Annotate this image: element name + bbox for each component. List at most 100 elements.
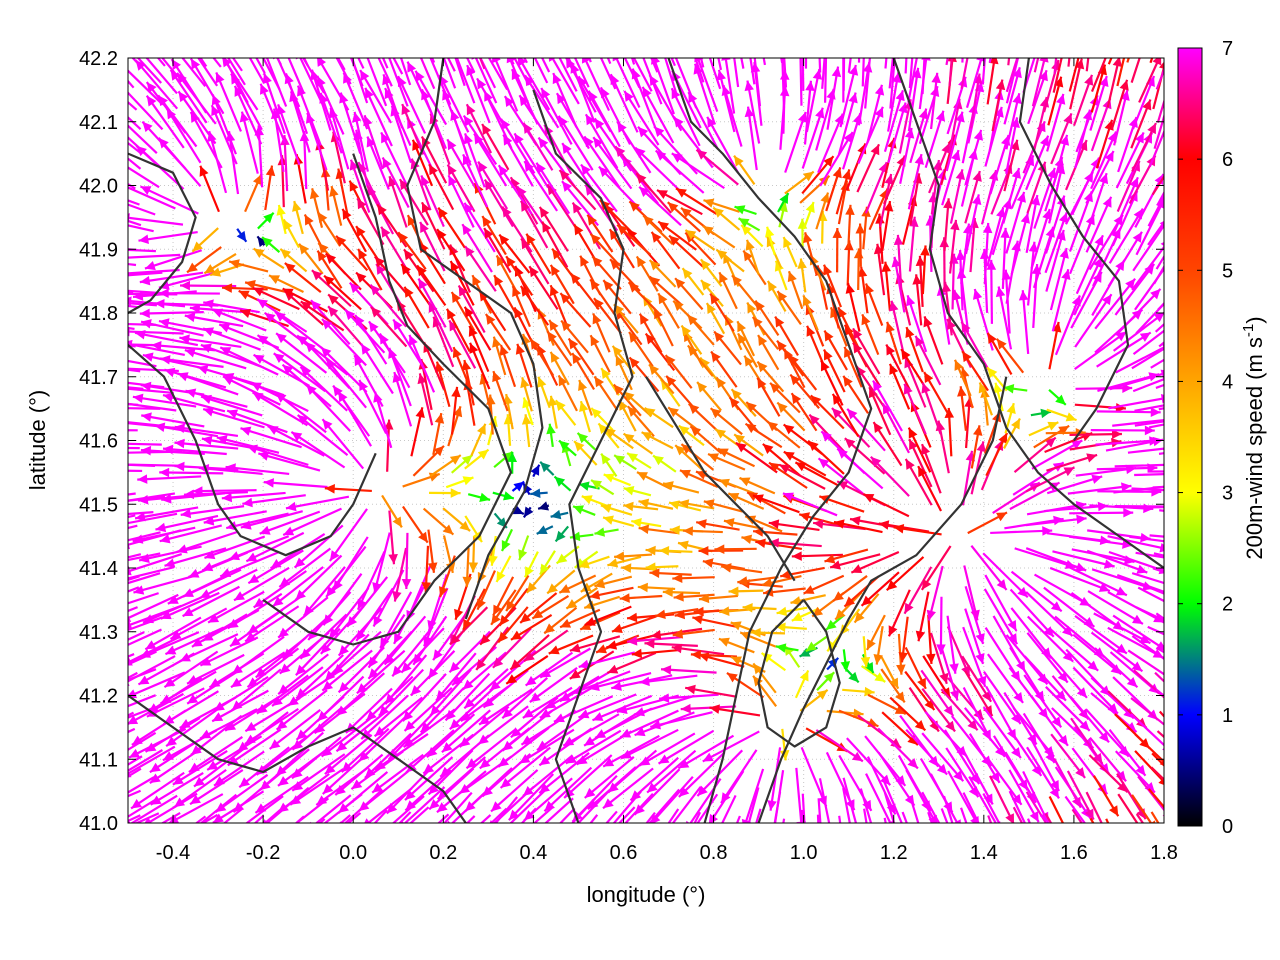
wind-vector-shaft xyxy=(634,146,682,193)
wind-vector-shaft xyxy=(200,395,263,417)
wind-vector-head xyxy=(171,59,181,70)
wind-vector xyxy=(264,165,276,211)
wind-vector-shaft xyxy=(128,442,162,446)
wind-vector xyxy=(128,767,142,778)
wind-vector xyxy=(207,590,265,624)
wind-vector-shaft xyxy=(648,788,680,823)
wind-vector-head xyxy=(637,827,647,838)
wind-vector-head xyxy=(292,739,304,750)
wind-vector xyxy=(335,710,388,753)
wind-vector-head xyxy=(461,842,471,852)
wind-vector-shaft xyxy=(399,58,412,86)
wind-vector-shaft xyxy=(426,713,476,758)
wind-vector-head xyxy=(649,7,658,18)
wind-vector xyxy=(606,58,612,65)
wind-vector xyxy=(473,133,508,187)
wind-vector-head xyxy=(594,527,606,537)
wind-vector xyxy=(553,475,572,492)
wind-vector xyxy=(602,734,660,768)
wind-vector-head xyxy=(666,375,677,387)
wind-vector-head xyxy=(338,645,349,656)
wind-vector-head xyxy=(252,287,264,297)
wind-vector-head xyxy=(631,68,641,80)
wind-vector xyxy=(169,607,228,640)
wind-vector-head xyxy=(726,24,735,34)
wind-vector xyxy=(276,58,282,66)
wind-vector xyxy=(554,525,570,543)
wind-vector-head xyxy=(536,740,548,751)
wind-vector-head xyxy=(649,276,661,287)
wind-vector-head xyxy=(1041,860,1050,871)
wind-vector xyxy=(169,69,208,124)
wind-vector xyxy=(667,808,680,823)
wind-vector-head xyxy=(135,45,145,56)
wind-vector-head xyxy=(200,343,212,353)
wind-vector-shaft xyxy=(140,449,205,455)
wind-vector xyxy=(277,596,329,639)
wind-vector-head xyxy=(197,365,209,375)
wind-vector xyxy=(233,566,290,602)
wind-vector-head xyxy=(585,184,595,196)
wind-vector-head xyxy=(580,255,590,267)
wind-vector-head xyxy=(454,608,464,620)
wind-vector-head xyxy=(184,312,196,323)
wind-vector-shaft xyxy=(320,716,373,758)
wind-vector-head xyxy=(283,219,293,231)
wind-vector-head xyxy=(496,570,506,582)
wind-vector-head xyxy=(675,278,686,289)
wind-vector-head xyxy=(388,553,398,565)
wind-vector-shaft xyxy=(145,792,198,823)
wind-vector-head xyxy=(146,82,157,93)
wind-vector-head xyxy=(637,582,648,593)
wind-vector xyxy=(454,58,466,87)
wind-vector-shaft xyxy=(277,653,329,696)
wind-vector-head xyxy=(397,76,407,88)
wind-vector-head xyxy=(141,319,152,329)
wind-vector-shaft xyxy=(194,815,207,823)
wind-vector-head xyxy=(492,371,502,383)
wind-vector xyxy=(638,732,696,767)
wind-vector xyxy=(492,627,532,669)
wind-vector-head xyxy=(386,803,398,814)
wind-vector-head xyxy=(160,355,171,365)
wind-vector xyxy=(161,58,177,75)
wind-vector-head xyxy=(128,455,129,458)
wind-vector-shaft xyxy=(509,58,515,65)
wind-vector-shaft xyxy=(296,85,322,146)
wind-vector-head xyxy=(594,579,606,589)
wind-vector-shaft xyxy=(128,593,179,620)
wind-vector-head xyxy=(232,664,243,675)
wind-vector-shaft xyxy=(945,58,949,66)
wind-vector-shaft xyxy=(128,268,180,275)
wind-vector xyxy=(144,717,201,753)
wind-vector-head xyxy=(669,500,680,510)
wind-vector-shaft xyxy=(275,391,327,434)
wind-vector-head xyxy=(821,39,831,49)
wind-vector xyxy=(481,123,510,171)
wind-vector xyxy=(589,233,621,267)
wind-vector-head xyxy=(540,563,550,575)
wind-vector xyxy=(513,132,550,189)
wind-vector-head xyxy=(452,347,462,359)
wind-vector-head xyxy=(138,494,149,505)
wind-vector xyxy=(780,58,784,63)
wind-vector xyxy=(547,395,558,429)
wind-vector-shaft xyxy=(359,69,393,124)
wind-vector xyxy=(520,376,533,412)
wind-vector-shaft xyxy=(652,58,675,115)
wind-vector xyxy=(665,375,696,410)
wind-vector xyxy=(318,818,326,823)
wind-vector-head xyxy=(360,70,370,81)
wind-vector-head xyxy=(373,615,383,627)
wind-vector-head xyxy=(426,746,438,758)
wind-vector-head xyxy=(192,241,203,252)
wind-vector-head xyxy=(317,250,327,262)
wind-vector xyxy=(357,770,410,813)
wind-vector-head xyxy=(272,696,283,706)
wind-vector-head xyxy=(230,677,242,688)
wind-vector xyxy=(582,58,611,112)
wind-vector xyxy=(277,653,329,696)
wind-vector-head xyxy=(320,167,331,178)
wind-vector-head xyxy=(370,306,382,318)
wind-vector-shaft xyxy=(473,133,508,187)
